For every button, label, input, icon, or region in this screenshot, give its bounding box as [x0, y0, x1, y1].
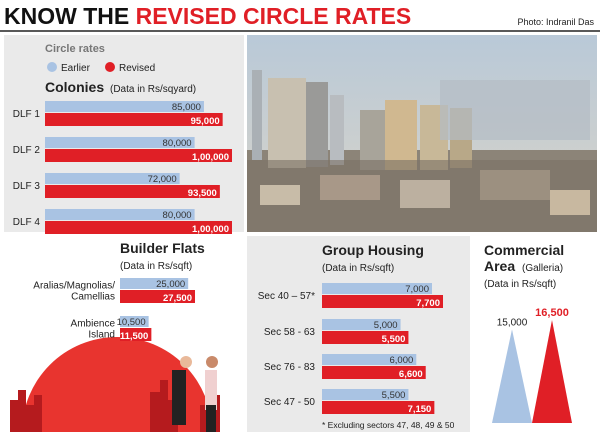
footnote: * Excluding sectors 47, 48, 49 & 50: [322, 420, 455, 430]
bar: [45, 185, 220, 198]
value-label: 95,000: [191, 116, 220, 127]
value-label: 6,000: [390, 355, 414, 366]
value-label: 16,500: [535, 307, 569, 319]
bar: [45, 173, 180, 184]
photo-credit: Photo: Indranil Das: [517, 17, 594, 27]
city-photo: [247, 35, 597, 232]
value-label: 7,700: [416, 298, 440, 309]
category-label: DLF 3: [13, 181, 41, 192]
value-label: 72,000: [148, 174, 177, 185]
value-label: 1,00,000: [192, 224, 229, 235]
value-label: 7,150: [408, 404, 432, 415]
colonies-panel: [4, 35, 244, 232]
chart-subtitle: (Data in Rs/sqft): [120, 261, 192, 272]
legend-label: Earlier: [61, 63, 91, 74]
value-label: 11,500: [120, 331, 149, 342]
chart-title: Group Housing: [322, 242, 424, 258]
legend-title: Circle rates: [45, 43, 105, 55]
triangle: [492, 329, 532, 423]
chart-title: Builder Flats: [120, 240, 205, 256]
chart-title-note: (Galleria): [522, 263, 563, 274]
chart-subtitle: (Data in Rs/sqyard): [110, 84, 196, 95]
category-label: Sec 76 - 83: [264, 362, 316, 373]
bar: [120, 316, 149, 327]
bar: [45, 137, 195, 148]
title-highlight: REVISED CIRCLE RATES: [136, 3, 412, 29]
bar: [322, 295, 443, 308]
category-label: DLF 1: [13, 109, 41, 120]
value-label: 93,500: [188, 188, 217, 199]
category-label: Sec 40 – 57*: [258, 291, 315, 302]
chart-title: Colonies: [45, 79, 104, 95]
value-label: 10,500: [117, 317, 146, 328]
chart-subtitle: (Data in Rs/sqft): [322, 263, 394, 274]
bar: [45, 221, 232, 234]
bar: [322, 389, 409, 400]
bar: [45, 101, 204, 112]
value-label: 1,00,000: [192, 152, 229, 163]
header-title: KNOW THE REVISED CIRCLE RATES: [4, 3, 411, 29]
category-label: DLF 4: [13, 217, 41, 228]
bar: [120, 290, 195, 303]
category-label: DLF 2: [13, 145, 41, 156]
city-illustration: [10, 337, 220, 432]
value-label: 6,600: [399, 369, 423, 380]
value-label: 5,000: [374, 320, 398, 331]
value-label: 15,000: [497, 317, 528, 328]
bar: [322, 401, 435, 414]
value-label: 80,000: [163, 210, 192, 221]
title-prefix: KNOW THE: [4, 3, 129, 29]
triangle: [532, 320, 572, 423]
bar: [45, 113, 223, 126]
chart-subtitle: (Data in Rs/sqft): [484, 279, 556, 290]
bar: [322, 283, 432, 294]
bar: [45, 209, 195, 220]
category-label: Ambience Island: [71, 319, 116, 341]
value-label: 85,000: [172, 102, 201, 113]
legend-swatch: [105, 62, 115, 72]
value-label: 5,500: [382, 390, 406, 401]
bar: [322, 366, 426, 379]
value-label: 5,500: [382, 334, 406, 345]
category-label: Aralias/Magnolias/Camellias: [33, 281, 115, 303]
bar: [322, 331, 409, 344]
category-label: Sec 58 - 63: [264, 327, 316, 338]
value-label: 27,500: [163, 293, 192, 304]
bar: [322, 354, 417, 365]
category-label: Sec 47 - 50: [264, 397, 316, 408]
bar: [45, 149, 232, 162]
value-label: 25,000: [156, 279, 185, 290]
value-label: 7,000: [405, 284, 429, 295]
chart-title: Commercial Area: [484, 242, 564, 274]
bar: [120, 278, 189, 289]
bar: [120, 328, 152, 341]
bar: [322, 319, 401, 330]
value-label: 80,000: [163, 138, 192, 149]
legend-label: Revised: [119, 63, 155, 74]
legend-swatch: [47, 62, 57, 72]
